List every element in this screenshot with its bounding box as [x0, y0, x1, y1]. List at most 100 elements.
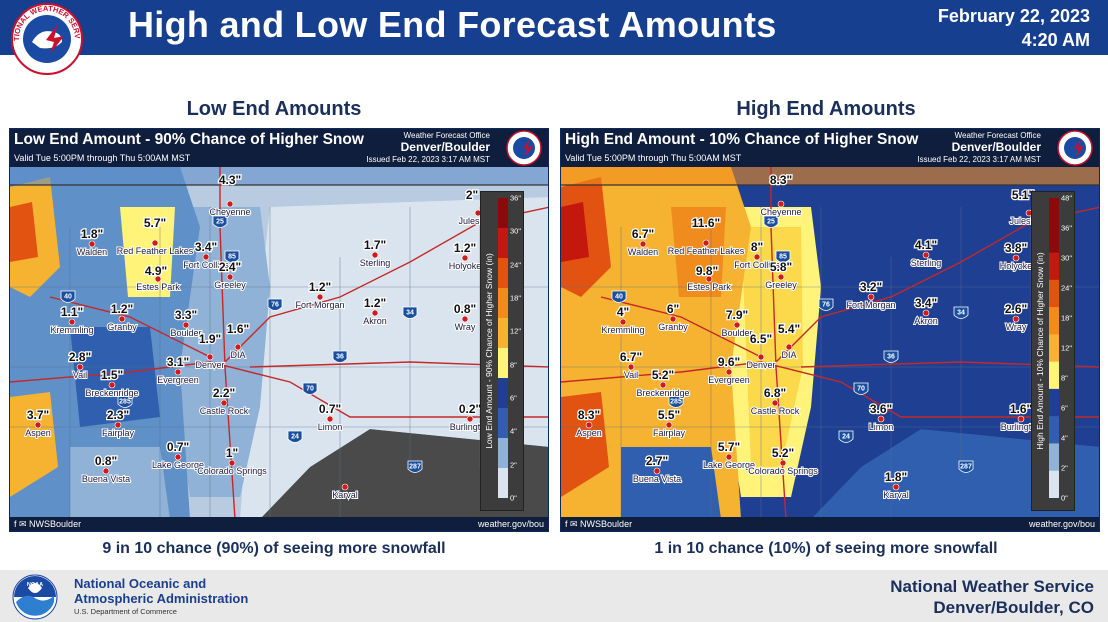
snow-amount: 0.7" — [167, 440, 189, 454]
low-end-heading: Low End Amounts — [186, 98, 362, 120]
city-name: Kremmling — [601, 325, 644, 335]
city-name: Aspen — [576, 428, 602, 438]
city-marker-icon — [922, 309, 930, 317]
highway-shield-icon: 85 — [224, 250, 240, 263]
city-marker-icon — [785, 343, 793, 351]
legend-swatch — [498, 288, 508, 319]
city-marker-icon — [234, 343, 242, 351]
highway-shield-icon: 285 — [668, 395, 684, 408]
website-link[interactable]: weather.gov/bou — [1028, 519, 1095, 529]
snow-amount: 2" — [466, 188, 478, 202]
highway-shield-label: 285 — [119, 399, 131, 406]
city-name: Greeley — [214, 280, 246, 290]
snow-amount: 5.5" — [658, 408, 680, 422]
high-end-heading: High End Amounts — [736, 98, 916, 120]
map-footer: f ✉ NWSBoulder weather.gov/bou — [561, 517, 1099, 531]
legend-swatch — [498, 438, 508, 469]
highway-line — [49, 296, 211, 358]
highway-shield-icon: 287 — [958, 460, 974, 473]
snow-amount: 3.8" — [1005, 241, 1027, 255]
forecast-point: Evergreen 3.1" — [156, 354, 200, 386]
highway-shield-icon: 40 — [60, 290, 76, 303]
issue-time: 4:20 AM — [1021, 30, 1090, 50]
city-marker-icon — [174, 453, 182, 461]
snow-amount: 4.3" — [219, 173, 241, 187]
highway-shield-icon: 24 — [838, 430, 854, 443]
snow-amount: 1.6" — [1010, 402, 1032, 416]
city-marker-icon — [867, 293, 875, 301]
highway-shield-label: 36 — [336, 354, 344, 361]
forecast-point: Granby 1.2" — [106, 301, 138, 333]
snow-amount: 6.5" — [750, 332, 772, 346]
highway-shield-label: 76 — [271, 302, 279, 309]
legend-tick: 2" — [510, 460, 517, 470]
city-name: Aspen — [25, 428, 51, 438]
forecast-point: Granby 6" — [657, 301, 689, 333]
city-marker-icon — [702, 239, 710, 247]
city-name: Colorado Springs — [748, 466, 818, 476]
city-name: Karval — [883, 490, 909, 500]
issued-time: Issued Feb 22, 2023 3:17 AM MST — [917, 155, 1041, 164]
city-marker-icon — [777, 200, 785, 208]
snow-amount: 5.2" — [652, 368, 674, 382]
website-link[interactable]: weather.gov/bou — [477, 519, 544, 529]
city-marker-icon — [1012, 315, 1020, 323]
snow-amount: 3.3" — [175, 308, 197, 322]
city-name: Sterling — [360, 258, 391, 268]
legend-color-bar — [1049, 198, 1059, 498]
snow-amount: 5.7" — [718, 440, 740, 454]
city-marker-icon — [653, 467, 661, 475]
legend-tick: 12" — [1061, 343, 1073, 353]
low-end-caption: 9 in 10 chance (90%) of seeing more snow… — [102, 540, 446, 557]
highway-shield-label: 287 — [409, 464, 421, 471]
forecast-point: Holyoke 3.8" — [999, 240, 1034, 272]
forecast-point: Karval — [331, 483, 359, 501]
city-name: Akron — [914, 316, 938, 326]
snow-amount: 3.2" — [860, 280, 882, 294]
legend-tick: 12" — [510, 326, 522, 336]
social-handle: f ✉ NWSBoulder — [565, 519, 633, 529]
snow-amount: 0.7" — [319, 402, 341, 416]
city-marker-icon — [771, 399, 779, 407]
city-name: Limon — [318, 422, 343, 432]
city-marker-icon — [316, 293, 324, 301]
forecast-point: Lake George 0.7" — [151, 439, 205, 471]
legend-swatch — [498, 258, 508, 289]
city-marker-icon — [202, 253, 210, 261]
forecast-point: Greeley 5.8" — [764, 259, 798, 291]
highway-shield-icon: 40 — [611, 290, 627, 303]
city-name: Fort Collins — [734, 260, 780, 270]
map-title: High End Amount - 10% Chance of Higher S… — [565, 131, 919, 148]
southeast-region — [811, 429, 1099, 519]
snow-amount: 1.2" — [111, 302, 133, 316]
city-marker-icon — [1012, 254, 1020, 262]
city-marker-icon — [466, 415, 474, 423]
city-name: Estes Park — [687, 282, 731, 292]
wfo-label: Weather Forecast Office — [403, 131, 490, 140]
forecast-point: Breckenridge 5.2" — [635, 367, 690, 399]
nws-logo-icon: NATIONAL WEATHER SERVICE — [10, 2, 83, 75]
city-marker-icon — [371, 251, 379, 259]
city-name: Wray — [1006, 322, 1027, 332]
valid-period: Valid Tue 5:00PM through Thu 5:00AM MST — [14, 153, 191, 163]
highway-shield-icon: 34 — [953, 306, 969, 319]
issued-time: Issued Feb 22, 2023 3:17 AM MST — [366, 155, 490, 164]
forecast-point: Vail 2.8" — [68, 349, 93, 381]
highway-shield-icon: 285 — [117, 395, 133, 408]
highway-shield-icon: 70 — [302, 382, 318, 395]
legend-swatch — [498, 378, 508, 409]
nws-seal-icon — [1057, 130, 1093, 166]
city-marker-icon — [627, 363, 635, 371]
noaa-logo-icon: NOAA — [12, 574, 58, 620]
front-range-peaks — [120, 207, 175, 297]
snow-amount: 3.6" — [870, 402, 892, 416]
forecast-point: Fairplay 5.5" — [652, 407, 687, 439]
snow-amount: 5.4" — [778, 322, 800, 336]
legend-swatch — [1049, 470, 1059, 498]
legend-tick: 30" — [1061, 253, 1073, 263]
forecast-point: Walden 6.7" — [627, 226, 659, 258]
highway-shield-label: 24 — [842, 434, 850, 441]
highway-shield-label: 70 — [306, 386, 314, 393]
forecast-point: Boulder 3.3" — [169, 307, 202, 339]
legend-tick: 4" — [510, 426, 517, 436]
